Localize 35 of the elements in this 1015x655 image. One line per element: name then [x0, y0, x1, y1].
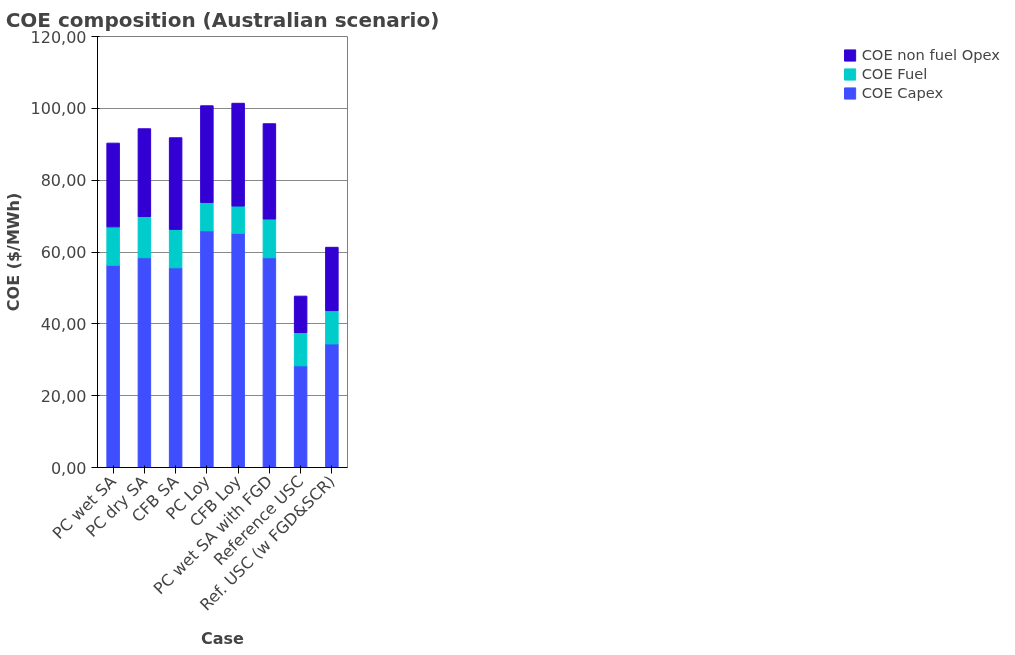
- bar: [262, 123, 277, 220]
- bar: [200, 105, 214, 203]
- bar: [293, 331, 308, 367]
- legend-label: COE Capex: [861, 84, 944, 101]
- legend-label: COE non fuel Opex: [861, 46, 1000, 63]
- bar: [262, 218, 277, 259]
- bar: [106, 226, 120, 266]
- bar: [137, 215, 152, 259]
- bar: [200, 230, 214, 468]
- legend-label: COE Fuel: [861, 65, 928, 82]
- bar: [293, 295, 308, 333]
- bar: [137, 257, 152, 468]
- bar: [231, 102, 245, 207]
- bar: [200, 201, 214, 232]
- bar: [325, 343, 339, 468]
- bar: [231, 205, 245, 234]
- y-tick-label: 40,00: [40, 314, 87, 334]
- bar: [293, 365, 308, 468]
- y-tick-label: 60,00: [40, 243, 87, 262]
- y-tick-label: 20,00: [40, 386, 87, 406]
- bar: [106, 142, 120, 228]
- y-tick-label: 80,00: [40, 171, 87, 191]
- bar: [168, 137, 183, 230]
- bar: [325, 310, 339, 345]
- bar: [137, 128, 152, 217]
- bar: [231, 232, 245, 468]
- y-tick-label: 0,00: [50, 458, 87, 478]
- bar: [325, 246, 339, 312]
- bar: [262, 257, 277, 468]
- bar: [106, 264, 120, 468]
- y-tick-label: 100,00: [30, 99, 87, 119]
- x-axis-title: Case: [201, 628, 245, 648]
- bar: [168, 267, 183, 468]
- y-axis-title: COE ($/MWh): [3, 192, 23, 312]
- bar: [168, 228, 183, 269]
